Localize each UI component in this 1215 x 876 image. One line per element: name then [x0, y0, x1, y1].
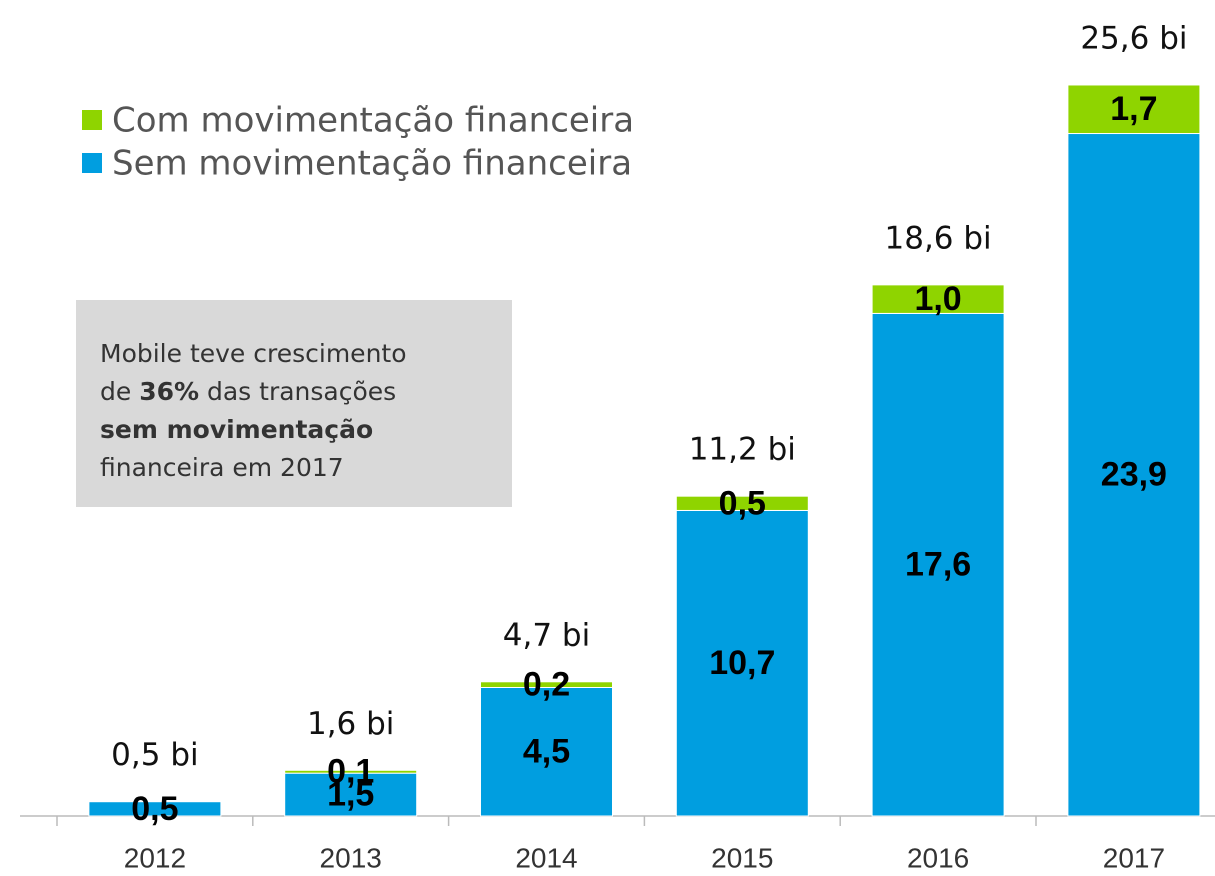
legend-swatch — [82, 153, 102, 173]
x-tick-label: 2013 — [320, 842, 382, 873]
data-label: 1,0 — [914, 280, 961, 318]
data-label: 0,2 — [523, 666, 570, 704]
data-label: 4,5 — [523, 733, 570, 771]
data-label: 0,5 — [719, 484, 766, 522]
annotation-text: financeira em 2017 — [100, 453, 344, 482]
annotation-text: Mobile teve crescimento — [100, 339, 407, 368]
bar-segment — [284, 769, 418, 774]
annotation-segment: de — [100, 377, 139, 406]
annotation-text: sem movimentação — [100, 415, 373, 444]
bar-segment — [480, 681, 613, 688]
total-label: 25,6 bi — [1080, 20, 1187, 56]
x-tick-label: 2016 — [907, 842, 969, 873]
bar-segment — [675, 509, 809, 817]
bar-segment — [675, 495, 809, 511]
data-label: 1,7 — [1110, 90, 1157, 128]
annotation-text: de 36% das transações — [100, 377, 396, 406]
data-label: 1,5 — [327, 776, 374, 814]
data-label: 10,7 — [709, 644, 775, 682]
annotation-box — [76, 300, 512, 507]
total-label: 18,6 bi — [885, 220, 992, 256]
data-label: 0,5 — [131, 790, 178, 828]
x-tick-label: 2012 — [124, 842, 186, 873]
bar-segment — [871, 284, 1005, 314]
annotation-segment: sem movimentação — [100, 415, 373, 444]
x-tick-label: 2017 — [1103, 842, 1165, 873]
bar-segment — [1067, 84, 1201, 135]
data-label: 0,1 — [327, 753, 374, 791]
annotation-segment: Mobile teve crescimento — [100, 339, 407, 368]
bar-segment — [88, 801, 222, 817]
bar-segment — [1067, 133, 1201, 817]
total-label: 4,7 bi — [503, 617, 590, 653]
total-label: 1,6 bi — [307, 706, 394, 742]
legend-swatch — [82, 110, 102, 130]
total-label: 11,2 bi — [689, 432, 796, 468]
legend-label: Sem movimentação financeira — [112, 144, 632, 184]
annotation-segment: 36% — [139, 377, 199, 406]
bar-segment — [871, 312, 1005, 817]
annotation-segment: financeira em 2017 — [100, 453, 344, 482]
bar-segment — [284, 772, 418, 817]
x-tick-label: 2015 — [711, 842, 773, 873]
data-label: 23,9 — [1101, 456, 1167, 494]
annotation-segment: das transações — [199, 377, 396, 406]
total-label: 0,5 bi — [111, 737, 198, 773]
x-tick-label: 2014 — [515, 842, 577, 873]
data-label: 17,6 — [905, 546, 971, 584]
legend-label: Com movimentação financeira — [112, 101, 634, 141]
